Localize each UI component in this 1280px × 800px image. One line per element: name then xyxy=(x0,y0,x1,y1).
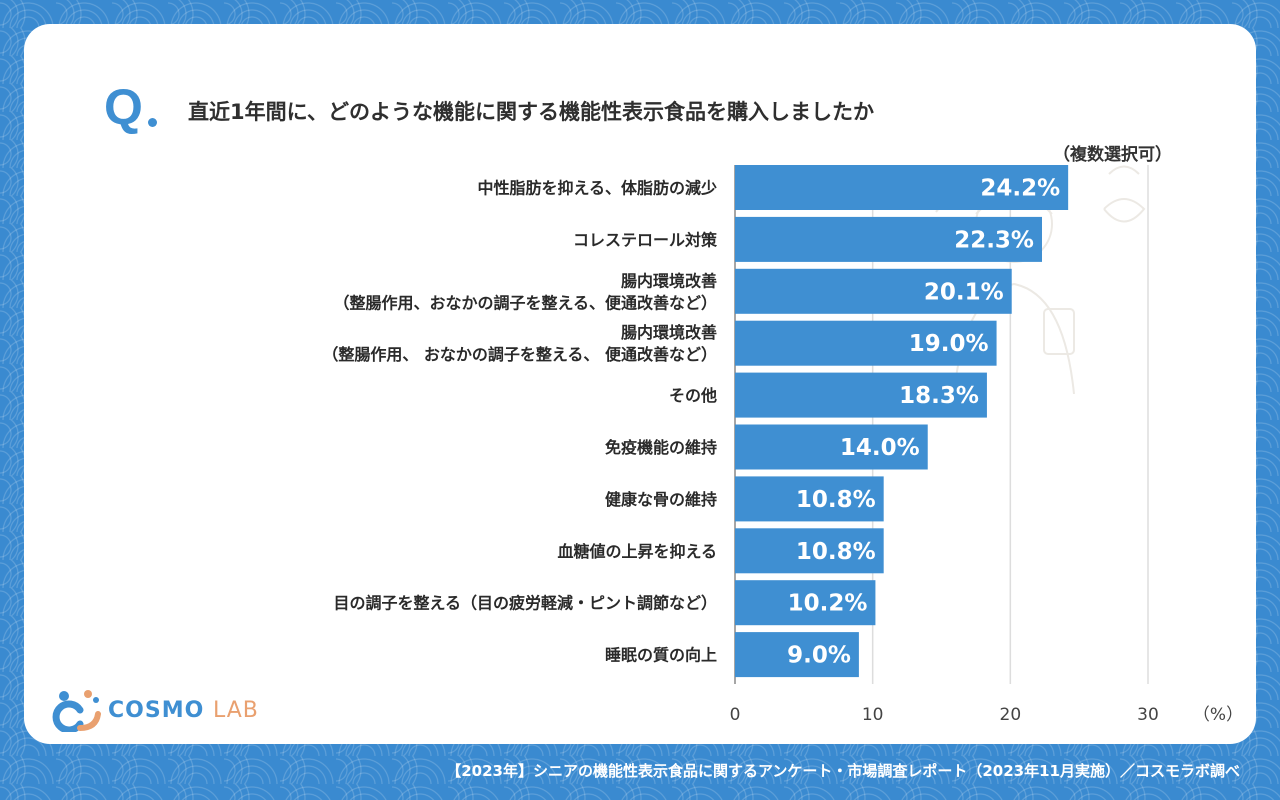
category-label: 腸内環境改善 xyxy=(621,271,717,290)
bar xyxy=(735,476,884,522)
logo-main: COSMO xyxy=(108,698,205,723)
category-label: 目の調子を整える（目の疲労軽減・ピント調節など） xyxy=(333,594,717,613)
chart-card: Q 直近1年間に、どのような機能に関する機能性表示食品を購入しましたか （複数選… xyxy=(24,24,1256,744)
bar xyxy=(735,165,1069,210)
bar xyxy=(735,528,884,574)
category-label: 血糖値の上昇を抑える xyxy=(557,542,717,561)
category-label: 睡眠の質の向上 xyxy=(605,646,717,665)
bar-value-label: 10.2% xyxy=(788,591,868,617)
x-axis-unit-label: （%） xyxy=(1193,705,1243,725)
bar xyxy=(735,320,997,366)
x-tick-label: 10 xyxy=(862,705,884,725)
source-footer: 【2023年】シニアの機能性表示食品に関するアンケート・市場調査レポート（202… xyxy=(446,762,1240,780)
bar-value-label: 24.2% xyxy=(980,176,1060,202)
bar-chart: 24.2% 中性脂肪を抑える、体脂肪の減少 22.3% コレステロール対策 20.1% 腸… xyxy=(322,165,1243,725)
x-tick-label: 20 xyxy=(1000,705,1022,725)
x-tick-label: 0 xyxy=(730,705,741,725)
category-label: （整腸作用、 おなかの調子を整える、 便通改善など） xyxy=(322,345,717,364)
category-label: 腸内環境改善 xyxy=(621,323,717,342)
category-label: コレステロール対策 xyxy=(573,230,718,249)
logo-text: COSMO LAB xyxy=(108,698,259,723)
question-title: 直近1年間に、どのような機能に関する機能性表示食品を購入しましたか xyxy=(188,100,874,124)
bar-value-label: 20.1% xyxy=(924,279,1004,305)
cosmo-lab-logo-mark xyxy=(52,690,101,734)
category-label: （整腸作用、おなかの調子を整える、便通改善など） xyxy=(333,293,717,312)
category-label: 免疫機能の維持 xyxy=(605,438,717,457)
bar xyxy=(735,632,859,678)
question-note: （複数選択可） xyxy=(1053,145,1172,165)
bar-value-label: 18.3% xyxy=(899,383,979,409)
bar xyxy=(735,268,1012,314)
bar xyxy=(735,372,987,418)
category-label: 中性脂肪を抑える、体脂肪の減少 xyxy=(477,179,717,198)
cosmo-lab-logo: COSMO LAB xyxy=(50,688,258,734)
bar xyxy=(735,424,928,470)
category-label: その他 xyxy=(669,386,717,405)
bar-value-label: 14.0% xyxy=(840,435,920,461)
bar-value-label: 9.0% xyxy=(787,643,851,669)
category-label: 健康な骨の維持 xyxy=(605,490,717,509)
bar xyxy=(735,580,876,626)
x-tick-label: 30 xyxy=(1137,705,1159,725)
question-marker-dot xyxy=(148,118,157,127)
bar-value-label: 22.3% xyxy=(954,227,1034,253)
logo-sub: LAB xyxy=(212,698,259,723)
bar-value-label: 19.0% xyxy=(909,331,989,357)
question-marker: Q xyxy=(104,79,143,135)
bar xyxy=(735,216,1042,262)
bar-value-label: 10.8% xyxy=(796,539,876,565)
bar-value-label: 10.8% xyxy=(796,487,876,513)
